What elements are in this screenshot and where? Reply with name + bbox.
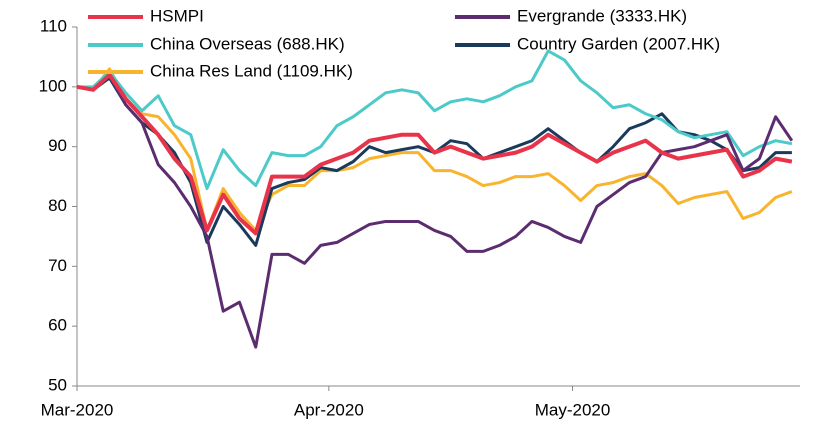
series-line xyxy=(76,67,793,232)
y-tick-label: 100 xyxy=(39,76,67,95)
x-tick-label: May-2020 xyxy=(535,400,611,419)
y-tick-label: 70 xyxy=(48,256,67,275)
series-line xyxy=(76,76,792,247)
series-line xyxy=(76,72,793,236)
legend-label: Country Garden (2007.HK) xyxy=(517,34,720,53)
x-tick-label: Apr-2020 xyxy=(294,400,364,419)
x-tick-label: Mar-2020 xyxy=(41,400,114,419)
series-line xyxy=(76,73,794,349)
y-tick-label: 90 xyxy=(48,136,67,155)
series-line xyxy=(77,49,793,191)
legend-label: China Overseas (688.HK) xyxy=(150,34,345,53)
legend-label: HSMPI xyxy=(150,6,204,25)
legend-label: China Res Land (1109.HK) xyxy=(150,61,353,80)
y-tick-label: 50 xyxy=(48,375,67,394)
y-tick-label: 80 xyxy=(48,196,67,215)
y-tick-label: 110 xyxy=(40,16,67,35)
legend-label: Evergrande (3333.HK) xyxy=(517,6,687,25)
y-tick-label: 60 xyxy=(48,316,67,335)
